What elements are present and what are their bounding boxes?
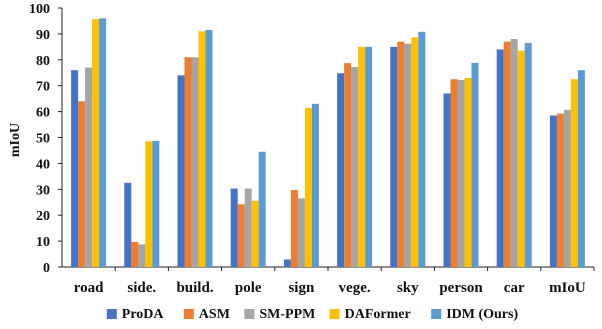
bar: [124, 182, 132, 267]
x-tick-label: sign: [288, 280, 315, 296]
bar: [237, 204, 245, 267]
bar: [556, 113, 564, 267]
y-tick-label: 40: [36, 157, 50, 172]
y-tick-label: 20: [36, 209, 50, 224]
bar: [390, 46, 398, 267]
bar: [570, 79, 578, 267]
bar: [418, 31, 426, 267]
y-tick-label: 90: [36, 28, 50, 43]
bar: [404, 43, 412, 267]
y-tick-label: 50: [36, 132, 50, 147]
bar: [549, 115, 557, 267]
bar: [78, 101, 86, 268]
legend-label: IDM (Ours): [446, 307, 518, 322]
bar: [92, 19, 100, 268]
y-tick-label: 0: [43, 261, 50, 276]
bar: [205, 30, 213, 267]
y-tick-label: 10: [36, 235, 50, 250]
legend: ProDA ASM SM-PPM DAFormer IDM (Ours): [106, 307, 518, 322]
bar: [397, 41, 405, 267]
bar: [411, 37, 419, 267]
legend-swatch: [329, 309, 340, 319]
legend-swatch: [183, 309, 194, 319]
bar: [365, 46, 373, 267]
y-tick-label: 70: [36, 80, 50, 95]
bar: [191, 57, 199, 268]
legend-label: DAFormer: [345, 307, 411, 322]
bar: [304, 107, 312, 267]
legend-label: ProDA: [122, 307, 165, 322]
legend-swatch: [431, 309, 442, 319]
bar: [230, 188, 238, 267]
x-tick-label: mIoU: [549, 280, 586, 296]
bar: [311, 103, 319, 267]
legend-label: ASM: [199, 307, 230, 322]
y-tick-label: 30: [36, 183, 50, 198]
bar: [244, 188, 252, 267]
bar: [450, 79, 458, 267]
bar: [503, 41, 511, 267]
bar: [184, 57, 192, 268]
y-axis-title: mIoU: [8, 123, 23, 157]
bar: [471, 62, 479, 267]
y-tick-label: 100: [29, 2, 50, 17]
bar: [517, 50, 525, 267]
bar: [177, 75, 185, 267]
bar: [258, 151, 266, 267]
bar: [496, 49, 504, 267]
y-tick-label: 60: [36, 106, 50, 121]
bar: [297, 198, 305, 267]
legend-label: SM-PPM: [259, 307, 315, 322]
bar: [131, 241, 139, 267]
legend-swatch: [106, 309, 117, 319]
bar: [198, 31, 206, 268]
x-tick-label: person: [439, 280, 483, 296]
bar: [443, 93, 451, 267]
bar: [351, 67, 359, 267]
bar: [152, 140, 160, 267]
bar: [251, 200, 259, 267]
bar: [71, 70, 79, 267]
x-tick-label: pole: [235, 280, 262, 296]
bar: [358, 46, 366, 267]
bar: [563, 109, 571, 267]
tick-labels-group: 0 10 20 30 40 50 60 70 80 90 100 road side. build. pol…: [29, 2, 586, 296]
bars-group: [71, 18, 585, 268]
bar: [510, 39, 518, 267]
bar: [344, 63, 352, 268]
x-tick-label: road: [74, 280, 104, 296]
legend-swatch: [244, 309, 255, 319]
bar: [290, 190, 298, 267]
bar: [457, 80, 465, 267]
bar: [145, 141, 153, 267]
bar: [99, 18, 107, 267]
x-tick-label: side.: [127, 280, 156, 296]
bar: [524, 42, 532, 268]
x-tick-label: vege.: [339, 280, 371, 296]
x-tick-label: sky: [397, 280, 419, 296]
bar: [283, 259, 291, 267]
bar: [577, 70, 585, 267]
x-tick-label: car: [504, 280, 525, 296]
bar: [138, 244, 146, 267]
y-tick-label: 80: [36, 54, 50, 69]
bar: [337, 73, 345, 267]
x-tick-label: build.: [176, 280, 213, 296]
bar: [85, 67, 93, 267]
bar: [464, 77, 472, 268]
